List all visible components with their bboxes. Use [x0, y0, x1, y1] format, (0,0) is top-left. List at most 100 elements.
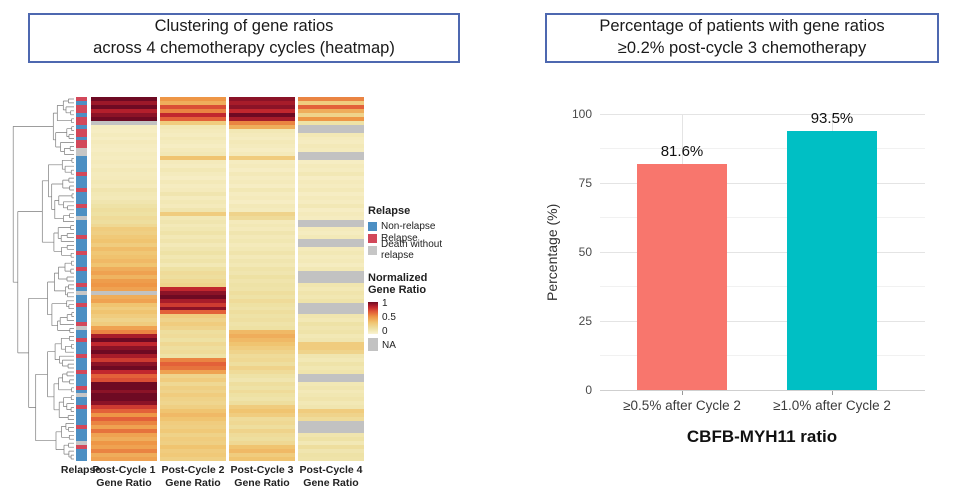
heatmap-cell	[160, 389, 226, 394]
heatmap-cell	[91, 405, 157, 410]
heatmap-cell	[298, 144, 364, 149]
heatmap-cell	[229, 266, 295, 271]
relapse-annotation-cell	[76, 322, 87, 327]
heatmap-cell	[229, 140, 295, 145]
heatmap-cell	[91, 191, 157, 196]
gradient-legend-title-2: Gene Ratio	[368, 284, 427, 296]
relapse-annotation-cell	[76, 389, 87, 394]
heatmap-cell	[298, 278, 364, 283]
heatmap-cell	[91, 286, 157, 291]
heatmap-cell	[160, 381, 226, 386]
relapse-annotation-cell	[76, 104, 87, 109]
relapse-annotation-cell	[76, 452, 87, 457]
heatmap-cell	[160, 274, 226, 279]
heatmap-cell	[160, 211, 226, 216]
heatmap-cell	[229, 223, 295, 228]
heatmap-cell	[298, 195, 364, 200]
heatmap-cell	[229, 421, 295, 426]
heatmap-cell	[298, 353, 364, 358]
relapse-annotation-cell	[76, 136, 87, 141]
heatmap-cell	[229, 318, 295, 323]
heatmap-cell	[160, 302, 226, 307]
heatmap-column	[298, 97, 364, 461]
heatmap-cell	[229, 409, 295, 414]
heatmap-cell	[160, 199, 226, 204]
heatmap-cell	[229, 235, 295, 240]
relapse-annotation-cell	[76, 187, 87, 192]
heatmap-cell	[91, 195, 157, 200]
relapse-annotation-cell	[76, 330, 87, 335]
relapse-annotation-cell	[76, 247, 87, 252]
heatmap-grid	[91, 97, 364, 461]
heatmap-cell	[91, 100, 157, 105]
heatmap-cell	[298, 417, 364, 422]
heatmap-cell	[229, 361, 295, 366]
heatmap-cell	[229, 263, 295, 267]
heatmap-cell	[229, 357, 295, 362]
heatmap-cell	[298, 326, 364, 331]
relapse-annotation-cell	[76, 409, 87, 414]
relapse-annotation-cell	[76, 124, 87, 129]
heatmap-cell	[229, 219, 295, 224]
heatmap-cell	[229, 168, 295, 173]
heatmap-cell	[298, 440, 364, 445]
heatmap-cell	[91, 108, 157, 113]
heatmap-cell	[160, 365, 226, 370]
heatmap-cell	[160, 290, 226, 295]
heatmap-cell	[91, 235, 157, 240]
heatmap-cell	[91, 231, 157, 236]
heatmap-cell	[229, 187, 295, 192]
heatmap-cell	[160, 247, 226, 252]
relapse-annotation-cell	[76, 112, 87, 117]
heatmap-cell	[91, 310, 157, 315]
heatmap-cell	[229, 112, 295, 117]
relapse-axis-label: Relapse	[60, 464, 102, 476]
heatmap-cell	[298, 199, 364, 204]
heatmap-cell	[298, 124, 364, 129]
heatmap-cell	[298, 152, 364, 157]
heatmap-cell	[160, 176, 226, 181]
colorbar-tick-1: 1	[382, 298, 388, 309]
heatmap-cell	[229, 203, 295, 208]
heatmap-cell	[91, 302, 157, 307]
heatmap-cell	[160, 440, 226, 445]
heatmap-cell	[298, 172, 364, 177]
heatmap-cell	[298, 365, 364, 370]
heatmap-cell	[160, 235, 226, 240]
relapse-annotation-cell	[76, 263, 87, 267]
left-title-line2: across 4 chemotherapy cycles (heatmap)	[93, 39, 395, 57]
relapse-annotation-cell	[76, 286, 87, 291]
relapse-annotation-cell	[76, 140, 87, 145]
heatmap-cell	[91, 219, 157, 224]
heatmap-cell	[229, 172, 295, 177]
heatmap-cell	[160, 294, 226, 299]
heatmap-cell	[91, 255, 157, 260]
heatmap-cell	[298, 456, 364, 461]
legend-item-non-relapse: Non-relapse	[368, 220, 463, 232]
heatmap-column	[229, 97, 295, 461]
heatmap-cell	[160, 373, 226, 378]
heatmap-cell	[229, 290, 295, 295]
heatmap-cell	[91, 243, 157, 248]
heatmap-cell	[160, 278, 226, 283]
relapse-annotation-cell	[76, 274, 87, 279]
heatmap-cell	[229, 448, 295, 453]
relapse-annotation-cell	[76, 168, 87, 173]
heatmap-cell	[160, 120, 226, 125]
heatmap-cell	[160, 239, 226, 244]
heatmap-cell	[298, 334, 364, 339]
heatmap-cell	[229, 425, 295, 430]
heatmap-cell	[229, 278, 295, 283]
heatmap-cell	[160, 286, 226, 291]
heatmap-cell	[298, 282, 364, 287]
heatmap-cell	[91, 144, 157, 149]
heatmap-cell	[229, 136, 295, 141]
x-axis-line	[600, 390, 925, 391]
heatmap-cell	[298, 429, 364, 434]
relapse-annotation-cell	[76, 207, 87, 212]
y-tick-label: 100	[571, 106, 592, 121]
heatmap-cell	[91, 239, 157, 244]
relapse-annotation-cell	[76, 195, 87, 200]
heatmap-cell	[91, 274, 157, 279]
heatmap-cell	[160, 342, 226, 347]
